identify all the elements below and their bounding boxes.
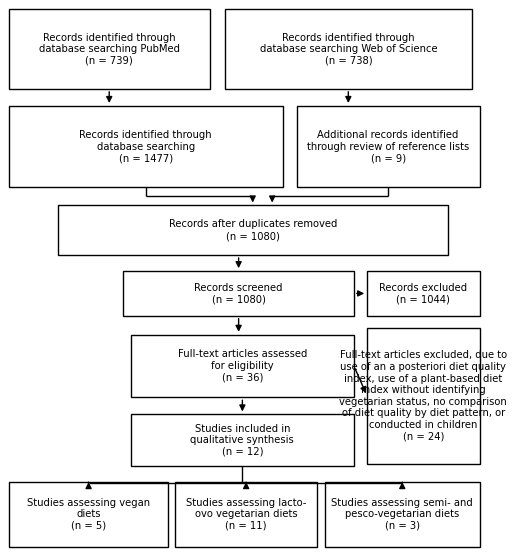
Text: Studies assessing semi- and
pesco-vegetarian diets
(n = 3): Studies assessing semi- and pesco-vegeta… xyxy=(331,498,473,531)
Text: Studies included in
qualitative synthesis
(n = 12): Studies included in qualitative synthesi… xyxy=(190,423,294,457)
Text: Full-text articles excluded, due to
use of an a posteriori diet quality
index, u: Full-text articles excluded, due to use … xyxy=(340,350,507,442)
FancyBboxPatch shape xyxy=(9,106,283,188)
Text: Studies assessing lacto-
ovo vegetarian diets
(n = 11): Studies assessing lacto- ovo vegetarian … xyxy=(186,498,306,531)
FancyBboxPatch shape xyxy=(131,335,354,397)
Text: Studies assessing vegan
diets
(n = 5): Studies assessing vegan diets (n = 5) xyxy=(27,498,150,531)
Text: Records identified through
database searching Web of Science
(n = 738): Records identified through database sear… xyxy=(259,32,437,66)
FancyBboxPatch shape xyxy=(297,106,479,188)
FancyBboxPatch shape xyxy=(175,482,317,546)
Text: Records identified through
database searching
(n = 1477): Records identified through database sear… xyxy=(80,130,212,163)
FancyBboxPatch shape xyxy=(367,328,479,464)
Text: Records screened
(n = 1080): Records screened (n = 1080) xyxy=(194,282,283,304)
FancyBboxPatch shape xyxy=(131,414,354,466)
FancyBboxPatch shape xyxy=(123,271,354,316)
FancyBboxPatch shape xyxy=(225,9,472,89)
Text: Additional records identified
through review of reference lists
(n = 9): Additional records identified through re… xyxy=(307,130,470,163)
Text: Records after duplicates removed
(n = 1080): Records after duplicates removed (n = 10… xyxy=(168,219,337,241)
Text: Records excluded
(n = 1044): Records excluded (n = 1044) xyxy=(379,282,467,304)
Text: Full-text articles assessed
for eligibility
(n = 36): Full-text articles assessed for eligibil… xyxy=(178,349,307,383)
Text: Records identified through
database searching PubMed
(n = 739): Records identified through database sear… xyxy=(38,32,180,66)
FancyBboxPatch shape xyxy=(9,482,168,546)
FancyBboxPatch shape xyxy=(325,482,479,546)
FancyBboxPatch shape xyxy=(9,9,210,89)
FancyBboxPatch shape xyxy=(367,271,479,316)
FancyBboxPatch shape xyxy=(58,206,448,255)
